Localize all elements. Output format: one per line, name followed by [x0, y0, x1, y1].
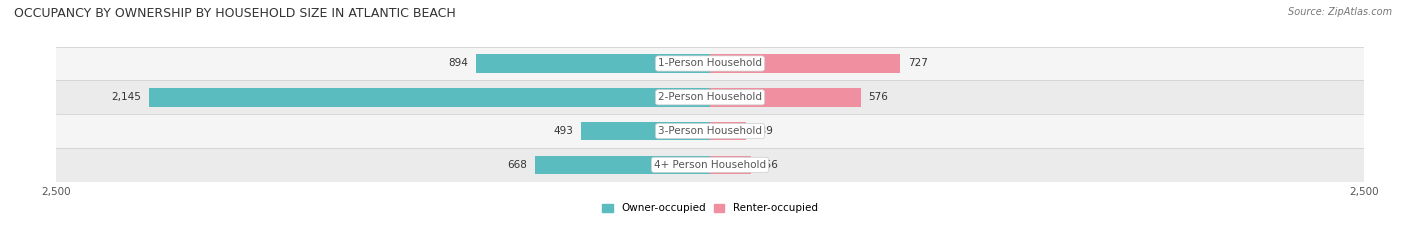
Text: 139: 139 [754, 126, 775, 136]
Bar [710, 54, 900, 73]
Text: 668: 668 [508, 160, 527, 170]
Bar [56, 47, 1364, 80]
Bar [536, 156, 710, 174]
Bar [710, 88, 860, 106]
Legend: Owner-occupied, Renter-occupied: Owner-occupied, Renter-occupied [602, 203, 818, 213]
Bar [477, 54, 710, 73]
Text: 576: 576 [869, 92, 889, 102]
Text: 894: 894 [449, 58, 468, 69]
Text: 493: 493 [554, 126, 574, 136]
Text: 156: 156 [759, 160, 779, 170]
Text: Source: ZipAtlas.com: Source: ZipAtlas.com [1288, 7, 1392, 17]
Bar [56, 148, 1364, 182]
Text: 2,145: 2,145 [111, 92, 141, 102]
Text: 4+ Person Household: 4+ Person Household [654, 160, 766, 170]
Bar [56, 80, 1364, 114]
Text: 727: 727 [908, 58, 928, 69]
Text: 2-Person Household: 2-Person Household [658, 92, 762, 102]
Bar [56, 114, 1364, 148]
Text: 1-Person Household: 1-Person Household [658, 58, 762, 69]
Bar [710, 122, 747, 140]
Text: 3-Person Household: 3-Person Household [658, 126, 762, 136]
Bar [581, 122, 710, 140]
Bar [149, 88, 710, 106]
Text: OCCUPANCY BY OWNERSHIP BY HOUSEHOLD SIZE IN ATLANTIC BEACH: OCCUPANCY BY OWNERSHIP BY HOUSEHOLD SIZE… [14, 7, 456, 20]
Bar [710, 156, 751, 174]
